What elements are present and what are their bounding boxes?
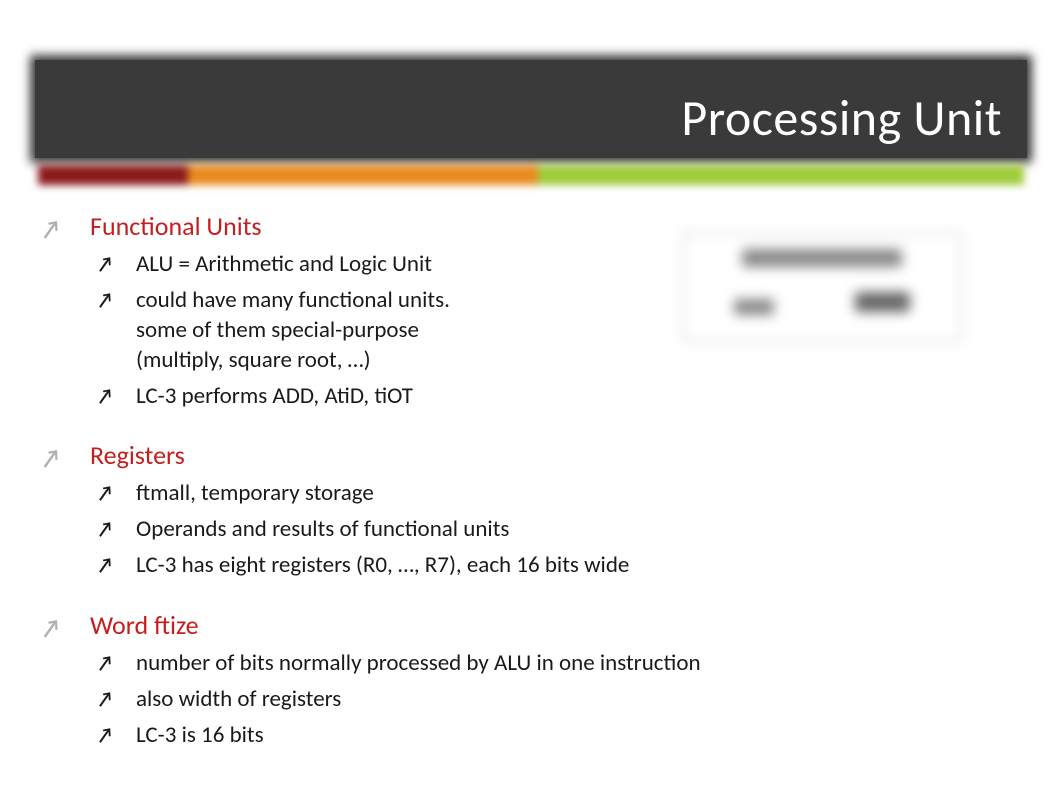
sub-items: ↗ ALU = Arithmetic and Logic Unit ↗ coul… bbox=[96, 250, 1022, 411]
item-text: ftmall, temporary storage bbox=[136, 479, 374, 509]
arrow-icon: ↗ bbox=[38, 438, 92, 475]
section-heading: Registers bbox=[90, 439, 185, 471]
arrow-icon: ↗ bbox=[94, 646, 138, 679]
stripe-orange bbox=[188, 165, 538, 185]
item-text: number of bits normally processed by ALU… bbox=[136, 649, 701, 679]
arrow-icon: ↗ bbox=[38, 209, 92, 246]
item-text: ALU = Arithmetic and Logic Unit bbox=[136, 250, 432, 280]
section-header: ↗ Word ftize bbox=[40, 609, 1022, 641]
list-item: ↗ also width of registers bbox=[96, 685, 1022, 715]
list-item: ↗ number of bits normally processed by A… bbox=[96, 649, 1022, 679]
list-item: ↗ LC-3 performs ADD, AtiD, tiOT bbox=[96, 382, 1022, 412]
section-header: ↗ Registers bbox=[40, 439, 1022, 471]
section-functional-units: ↗ Functional Units ↗ ALU = Arithmetic an… bbox=[40, 210, 1022, 411]
arrow-icon: ↗ bbox=[94, 247, 138, 280]
list-item: ↗ ftmall, temporary storage bbox=[96, 479, 1022, 509]
section-registers: ↗ Registers ↗ ftmall, temporary storage … bbox=[40, 439, 1022, 581]
section-header: ↗ Functional Units bbox=[40, 210, 1022, 242]
item-text: could have many functional units. some o… bbox=[136, 286, 496, 376]
arrow-icon: ↗ bbox=[94, 283, 138, 316]
list-item: ↗ LC-3 is 16 bits bbox=[96, 721, 1022, 751]
arrow-icon: ↗ bbox=[94, 682, 138, 715]
color-stripe bbox=[38, 165, 1024, 185]
stripe-green bbox=[538, 165, 1024, 185]
stripe-red bbox=[38, 165, 188, 185]
arrow-icon: ↗ bbox=[94, 378, 138, 411]
section-heading: Word ftize bbox=[90, 609, 199, 641]
arrow-icon: ↗ bbox=[94, 718, 138, 751]
item-text: LC-3 is 16 bits bbox=[136, 721, 264, 751]
item-text: Operands and results of functional units bbox=[136, 515, 509, 545]
sub-items: ↗ number of bits normally processed by A… bbox=[96, 649, 1022, 751]
arrow-icon: ↗ bbox=[38, 608, 92, 645]
list-item: ↗ Operands and results of functional uni… bbox=[96, 515, 1022, 545]
section-heading: Functional Units bbox=[90, 210, 262, 242]
list-item: ↗ could have many functional units. some… bbox=[96, 286, 1022, 376]
slide-title: Processing Unit bbox=[681, 88, 1002, 149]
list-item: ↗ LC-3 has eight registers (R0, …, R7), … bbox=[96, 551, 1022, 581]
section-word-size: ↗ Word ftize ↗ number of bits normally p… bbox=[40, 609, 1022, 751]
sub-items: ↗ ftmall, temporary storage ↗ Operands a… bbox=[96, 479, 1022, 581]
item-text: also width of registers bbox=[136, 685, 341, 715]
arrow-icon: ↗ bbox=[94, 476, 138, 509]
item-text: LC-3 performs ADD, AtiD, tiOT bbox=[136, 382, 413, 412]
arrow-icon: ↗ bbox=[94, 512, 138, 545]
list-item: ↗ ALU = Arithmetic and Logic Unit bbox=[96, 250, 1022, 280]
content-area: ↗ Functional Units ↗ ALU = Arithmetic an… bbox=[40, 210, 1022, 779]
item-text: LC-3 has eight registers (R0, …, R7), ea… bbox=[136, 551, 629, 581]
arrow-icon: ↗ bbox=[94, 548, 138, 581]
